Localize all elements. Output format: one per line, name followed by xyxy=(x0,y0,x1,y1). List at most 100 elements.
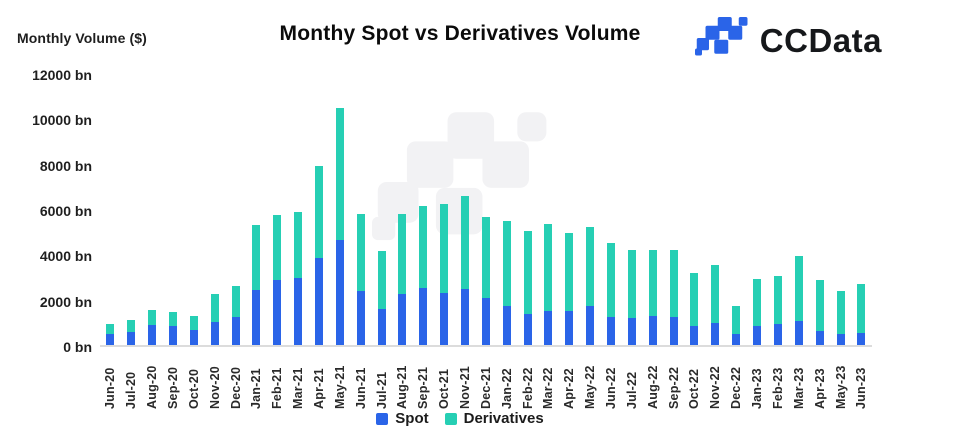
stacked-bar-jun-23[interactable] xyxy=(857,284,866,345)
derivatives-segment[interactable] xyxy=(732,306,741,334)
spot-segment[interactable] xyxy=(607,317,616,345)
stacked-bar-nov-21[interactable] xyxy=(461,196,470,345)
derivatives-segment[interactable] xyxy=(544,223,553,311)
derivatives-segment[interactable] xyxy=(815,279,824,331)
stacked-bar-jan-23[interactable] xyxy=(753,279,762,345)
derivatives-segment[interactable] xyxy=(106,323,115,334)
stacked-bar-aug-20[interactable] xyxy=(148,309,157,345)
spot-segment[interactable] xyxy=(711,323,720,345)
stacked-bar-oct-22[interactable] xyxy=(690,272,699,345)
spot-segment[interactable] xyxy=(398,294,407,345)
spot-segment[interactable] xyxy=(461,289,470,345)
stacked-bar-jan-22[interactable] xyxy=(502,221,511,345)
derivatives-segment[interactable] xyxy=(461,196,470,290)
stacked-bar-aug-21[interactable] xyxy=(398,214,407,345)
spot-segment[interactable] xyxy=(565,311,574,345)
spot-segment[interactable] xyxy=(335,239,344,345)
derivatives-segment[interactable] xyxy=(648,250,657,316)
derivatives-segment[interactable] xyxy=(565,233,574,311)
stacked-bar-jun-22[interactable] xyxy=(607,243,616,345)
stacked-bar-oct-20[interactable] xyxy=(189,316,198,345)
spot-segment[interactable] xyxy=(586,306,595,345)
derivatives-segment[interactable] xyxy=(273,214,282,280)
stacked-bar-apr-22[interactable] xyxy=(565,233,574,345)
spot-segment[interactable] xyxy=(419,288,428,345)
stacked-bar-may-21[interactable] xyxy=(335,108,344,345)
derivatives-segment[interactable] xyxy=(440,204,449,294)
stacked-bar-nov-20[interactable] xyxy=(210,294,219,345)
stacked-bar-sep-21[interactable] xyxy=(419,206,428,345)
spot-segment[interactable] xyxy=(773,324,782,345)
derivatives-segment[interactable] xyxy=(502,221,511,307)
spot-segment[interactable] xyxy=(669,317,678,345)
spot-segment[interactable] xyxy=(440,293,449,345)
derivatives-segment[interactable] xyxy=(231,286,240,318)
derivatives-segment[interactable] xyxy=(481,216,490,299)
spot-segment[interactable] xyxy=(648,316,657,345)
derivatives-segment[interactable] xyxy=(252,224,261,290)
stacked-bar-jul-20[interactable] xyxy=(127,320,136,345)
stacked-bar-aug-22[interactable] xyxy=(648,250,657,345)
stacked-bar-mar-22[interactable] xyxy=(544,223,553,345)
derivatives-segment[interactable] xyxy=(607,243,616,318)
derivatives-segment[interactable] xyxy=(148,309,157,326)
derivatives-segment[interactable] xyxy=(169,311,177,326)
spot-segment[interactable] xyxy=(627,318,636,345)
spot-segment[interactable] xyxy=(481,298,490,345)
spot-segment[interactable] xyxy=(523,313,532,345)
spot-segment[interactable] xyxy=(231,317,240,345)
stacked-bar-dec-21[interactable] xyxy=(481,216,490,345)
derivatives-segment[interactable] xyxy=(377,251,386,309)
stacked-bar-nov-22[interactable] xyxy=(711,265,720,345)
stacked-bar-may-22[interactable] xyxy=(586,227,595,345)
derivatives-segment[interactable] xyxy=(335,108,344,240)
derivatives-segment[interactable] xyxy=(356,214,365,292)
derivatives-segment[interactable] xyxy=(586,227,595,307)
stacked-bar-mar-23[interactable] xyxy=(794,255,803,345)
derivatives-segment[interactable] xyxy=(523,231,532,314)
derivatives-segment[interactable] xyxy=(669,250,678,318)
derivatives-segment[interactable] xyxy=(398,214,407,294)
spot-segment[interactable] xyxy=(544,311,553,345)
stacked-bar-feb-22[interactable] xyxy=(523,231,532,345)
stacked-bar-oct-21[interactable] xyxy=(440,204,449,345)
stacked-bar-jan-21[interactable] xyxy=(252,224,261,345)
spot-segment[interactable] xyxy=(106,333,115,345)
spot-segment[interactable] xyxy=(857,333,866,345)
stacked-bar-feb-23[interactable] xyxy=(773,276,782,345)
spot-segment[interactable] xyxy=(252,289,261,345)
spot-segment[interactable] xyxy=(169,325,177,345)
derivatives-segment[interactable] xyxy=(857,284,866,333)
derivatives-segment[interactable] xyxy=(836,291,845,334)
spot-segment[interactable] xyxy=(794,320,803,345)
stacked-bar-sep-20[interactable] xyxy=(169,311,177,345)
derivatives-segment[interactable] xyxy=(711,265,720,324)
spot-segment[interactable] xyxy=(315,257,324,345)
spot-segment[interactable] xyxy=(294,277,303,345)
spot-segment[interactable] xyxy=(148,325,157,345)
derivatives-segment[interactable] xyxy=(773,276,782,325)
stacked-bar-jun-21[interactable] xyxy=(356,214,365,345)
derivatives-segment[interactable] xyxy=(294,211,303,278)
spot-segment[interactable] xyxy=(189,330,198,345)
derivatives-segment[interactable] xyxy=(189,316,198,331)
derivatives-segment[interactable] xyxy=(210,294,219,323)
derivatives-segment[interactable] xyxy=(419,206,428,289)
stacked-bar-mar-21[interactable] xyxy=(294,211,303,345)
spot-segment[interactable] xyxy=(836,333,845,345)
derivatives-segment[interactable] xyxy=(690,272,699,326)
stacked-bar-may-23[interactable] xyxy=(836,291,845,345)
spot-segment[interactable] xyxy=(377,308,386,345)
spot-segment[interactable] xyxy=(210,322,219,345)
stacked-bar-jul-22[interactable] xyxy=(627,250,636,345)
spot-segment[interactable] xyxy=(815,330,824,345)
stacked-bar-sep-22[interactable] xyxy=(669,250,678,345)
spot-segment[interactable] xyxy=(127,332,136,345)
stacked-bar-apr-21[interactable] xyxy=(315,165,324,345)
stacked-bar-dec-20[interactable] xyxy=(231,286,240,345)
spot-segment[interactable] xyxy=(273,279,282,345)
spot-segment[interactable] xyxy=(690,325,699,345)
stacked-bar-jun-20[interactable] xyxy=(106,323,115,345)
spot-segment[interactable] xyxy=(356,291,365,345)
stacked-bar-jul-21[interactable] xyxy=(377,251,386,345)
